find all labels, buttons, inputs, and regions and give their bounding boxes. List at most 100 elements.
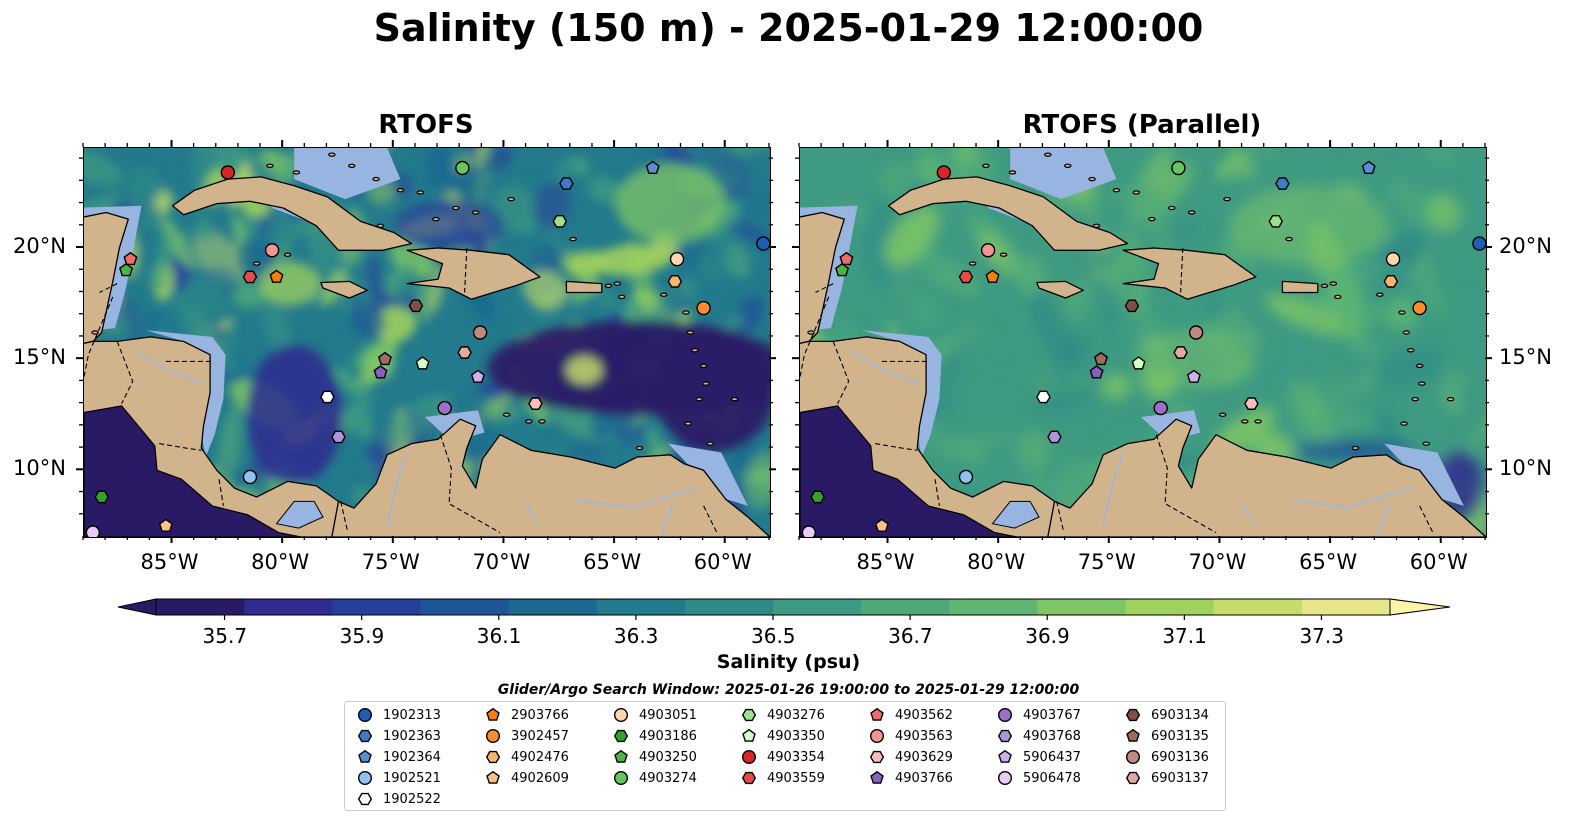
legend-item-2903766: 2903766 bbox=[485, 705, 569, 725]
legend-item-4903766: 4903766 bbox=[869, 768, 953, 788]
platform-marker-6903137 bbox=[457, 346, 472, 359]
legend-label: 4903354 bbox=[767, 749, 825, 765]
platform-marker-4903274 bbox=[455, 160, 470, 176]
legend-item-6903137: 6903137 bbox=[1125, 768, 1209, 788]
platform-marker-4903766 bbox=[1089, 365, 1104, 379]
legend-marker-1902313 bbox=[357, 707, 373, 723]
legend-label: 1902364 bbox=[383, 749, 441, 765]
x-tick-label: 75°W bbox=[1077, 550, 1136, 574]
platform-marker-1902313 bbox=[1472, 236, 1486, 251]
platform-marker-5906478 bbox=[801, 525, 817, 537]
platform-markers bbox=[801, 160, 1486, 537]
legend-item-4903354: 4903354 bbox=[741, 747, 825, 767]
colorbar-segment bbox=[1301, 599, 1391, 615]
pentagon-marker-icon bbox=[486, 770, 500, 784]
legend-item-4903350: 4903350 bbox=[741, 726, 825, 746]
legend-label: 4903274 bbox=[639, 770, 697, 786]
legend-label: 6903135 bbox=[1151, 728, 1209, 744]
platform-marker-4903559 bbox=[242, 270, 258, 284]
legend-item-4903276: 4903276 bbox=[741, 705, 825, 725]
colorbar-segment bbox=[1125, 599, 1215, 615]
platform-marker-1902521 bbox=[958, 469, 974, 485]
platform-marker-4903563 bbox=[264, 243, 280, 258]
colorbar-segment bbox=[332, 599, 422, 615]
colorbar-segment bbox=[949, 599, 1039, 615]
legend-label: 4902609 bbox=[511, 770, 569, 786]
legend-item-5906437: 5906437 bbox=[997, 747, 1081, 767]
legend-label: 4903767 bbox=[1023, 707, 1081, 723]
platform-marker-2903766 bbox=[269, 269, 284, 283]
platform-marker-4903250 bbox=[835, 262, 850, 277]
legend-marker-4903186 bbox=[613, 729, 629, 743]
platform-marker-4903629 bbox=[528, 397, 543, 410]
map-axes bbox=[76, 140, 1492, 543]
legend-marker-1902522 bbox=[357, 792, 373, 806]
platform-marker-4902609 bbox=[158, 518, 173, 532]
colorbar-tick-label: 35.9 bbox=[339, 624, 385, 648]
legend-label: 4903051 bbox=[639, 707, 697, 723]
platform-marker-4902476 bbox=[667, 275, 683, 288]
legend-marker-4902476 bbox=[485, 750, 501, 764]
legend-item-4903274: 4903274 bbox=[613, 768, 697, 788]
colorbar-segment bbox=[684, 599, 774, 615]
legend-item-4903629: 4903629 bbox=[869, 747, 953, 767]
colorbar-segment bbox=[861, 599, 950, 615]
legend-marker-4902609 bbox=[486, 770, 500, 784]
y-tick-label: 20°N bbox=[1499, 234, 1552, 259]
legend-item-4903051: 4903051 bbox=[613, 705, 697, 725]
legend-label: 4903563 bbox=[895, 728, 953, 744]
legend-item-4903767: 4903767 bbox=[997, 705, 1081, 725]
legend-label: 6903137 bbox=[1151, 770, 1209, 786]
platform-marker-4903767 bbox=[1153, 400, 1168, 416]
panel-title-rtofs-parallel: RTOFS (Parallel) bbox=[1022, 110, 1262, 140]
platform-markers bbox=[85, 160, 770, 537]
platform-marker-4903350 bbox=[415, 356, 430, 370]
legend-label: 2903766 bbox=[511, 707, 569, 723]
legend-item-4902609: 4902609 bbox=[485, 768, 569, 788]
colorbar-segment bbox=[1037, 599, 1127, 615]
legend-label: 1902313 bbox=[383, 707, 441, 723]
legend-marker-4903051 bbox=[613, 707, 629, 723]
platform-marker-1902363 bbox=[1275, 177, 1290, 190]
legend-label: 6903136 bbox=[1151, 749, 1209, 765]
salinity-field-rtofs bbox=[84, 148, 770, 537]
platform-marker-4903051 bbox=[1385, 251, 1401, 267]
circle-marker-icon bbox=[997, 707, 1013, 723]
legend-item-6903134: 6903134 bbox=[1125, 705, 1209, 725]
panel-title-rtofs: RTOFS bbox=[378, 110, 474, 140]
y-tick-label: 20°N bbox=[13, 234, 66, 259]
legend-marker-6903135 bbox=[1126, 728, 1140, 742]
legend-marker-6903134 bbox=[1125, 708, 1141, 722]
legend-label: 4903350 bbox=[767, 728, 825, 744]
legend-marker-4903274 bbox=[613, 770, 629, 786]
x-tick-label: 75°W bbox=[361, 550, 420, 574]
x-tick-label: 60°W bbox=[1409, 550, 1468, 574]
hexagon-marker-icon bbox=[613, 729, 629, 743]
pentagon-marker-icon bbox=[870, 770, 884, 784]
legend-label: 1902363 bbox=[383, 728, 441, 744]
x-tick-label: 65°W bbox=[1299, 550, 1358, 574]
legend-marker-4903354 bbox=[741, 749, 757, 765]
platform-marker-1902522 bbox=[1036, 390, 1051, 404]
platform-marker-3902457 bbox=[1412, 300, 1427, 316]
circle-marker-icon bbox=[485, 728, 501, 744]
x-tick-label: 80°W bbox=[251, 550, 310, 574]
colorbar-tick-label: 36.1 bbox=[476, 624, 522, 648]
circle-marker-icon bbox=[357, 707, 373, 723]
legend-marker-4903766 bbox=[870, 770, 884, 784]
legend-marker-6903137 bbox=[1125, 771, 1141, 785]
legend-label: 4903559 bbox=[767, 770, 825, 786]
legend-label: 4903186 bbox=[639, 728, 697, 744]
hexagon-marker-icon bbox=[1125, 771, 1141, 785]
platform-marker-6903136 bbox=[472, 325, 488, 340]
circle-marker-icon bbox=[1125, 749, 1141, 765]
legend-item-4902476: 4902476 bbox=[485, 747, 569, 767]
platform-marker-4903562 bbox=[123, 251, 138, 266]
y-tick-label: 10°N bbox=[13, 456, 66, 481]
legend-marker-1902521 bbox=[357, 770, 373, 786]
pentagon-marker-icon bbox=[998, 749, 1012, 763]
pentagon-marker-icon bbox=[358, 749, 372, 763]
legend-item-1902521: 1902521 bbox=[357, 768, 441, 788]
y-tick-label: 15°N bbox=[1499, 345, 1552, 370]
map-panel-rtofs-parallel bbox=[799, 147, 1487, 538]
